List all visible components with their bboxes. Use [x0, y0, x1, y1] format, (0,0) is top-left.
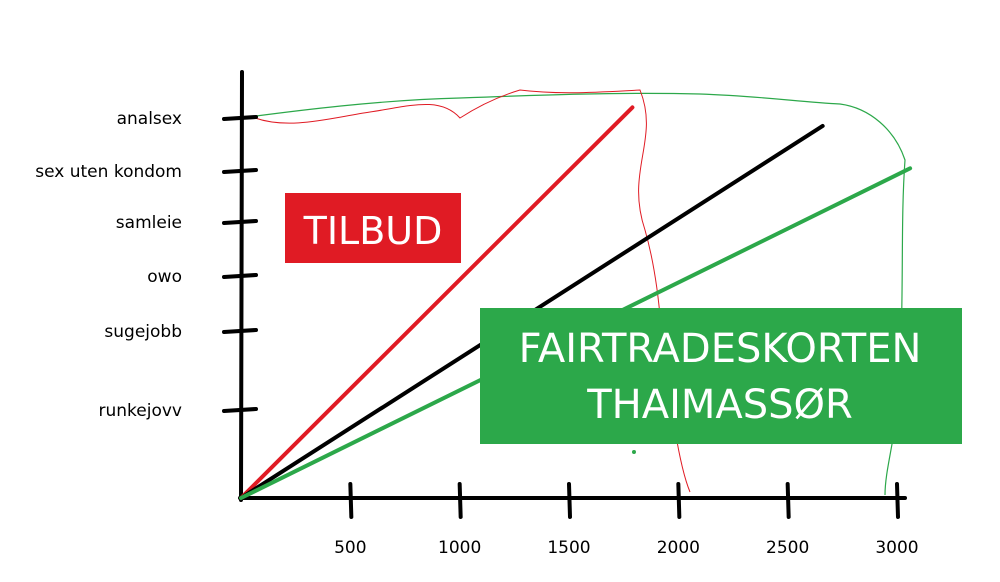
tilbud-label: TILBUD — [303, 209, 443, 253]
y-tick-2 — [222, 273, 258, 279]
y-tick-label: analsex — [117, 109, 182, 129]
fairtrade-label-line-2: THAIMASSØR — [586, 382, 853, 428]
x-tick-label: 1000 — [438, 538, 481, 558]
x-tick-label: 1500 — [547, 538, 590, 558]
x-tick-label: 2500 — [766, 538, 809, 558]
fairtrade-label-line-1: FAIRTRADESKORTEN — [519, 326, 922, 372]
x-tick-labels: 500 1000 1500 2000 2500 3000 — [334, 538, 919, 558]
x-tick-1000 — [457, 482, 463, 519]
y-tick-label: sugejobb — [104, 322, 182, 342]
y-ticks — [222, 115, 258, 413]
x-tick-label: 3000 — [875, 538, 918, 558]
x-tick-label: 2000 — [657, 538, 700, 558]
y-tick-labels: runkejovv sugejobb owo samleie sex uten kond… — [35, 109, 182, 421]
series-line-0 — [239, 105, 635, 500]
y-tick-label: sex uten kondom — [35, 162, 182, 182]
x-tick-2000 — [676, 482, 682, 519]
x-tick-label: 500 — [334, 538, 366, 558]
green-dot — [632, 450, 636, 454]
x-ticks — [348, 482, 900, 519]
y-tick-label: owo — [147, 267, 182, 287]
x-tick-3000 — [895, 482, 900, 519]
fairtrade-annotation: FAIRTRADESKORTEN THAIMASSØR — [480, 308, 962, 444]
tilbud-annotation: TILBUD — [285, 193, 461, 263]
fairtrade-box — [480, 308, 962, 444]
y-axis — [239, 70, 244, 502]
y-tick-1 — [222, 328, 258, 334]
y-tick-4 — [222, 168, 258, 174]
y-tick-0 — [222, 407, 258, 413]
y-tick-label: samleie — [116, 213, 182, 233]
y-tick-3 — [222, 219, 258, 225]
x-tick-2500 — [785, 482, 791, 519]
tilbud-box — [285, 193, 461, 263]
x-tick-1500 — [567, 482, 572, 519]
x-tick-500 — [348, 482, 354, 519]
y-tick-label: runkejovv — [99, 401, 182, 421]
y-tick-5 — [222, 115, 258, 121]
